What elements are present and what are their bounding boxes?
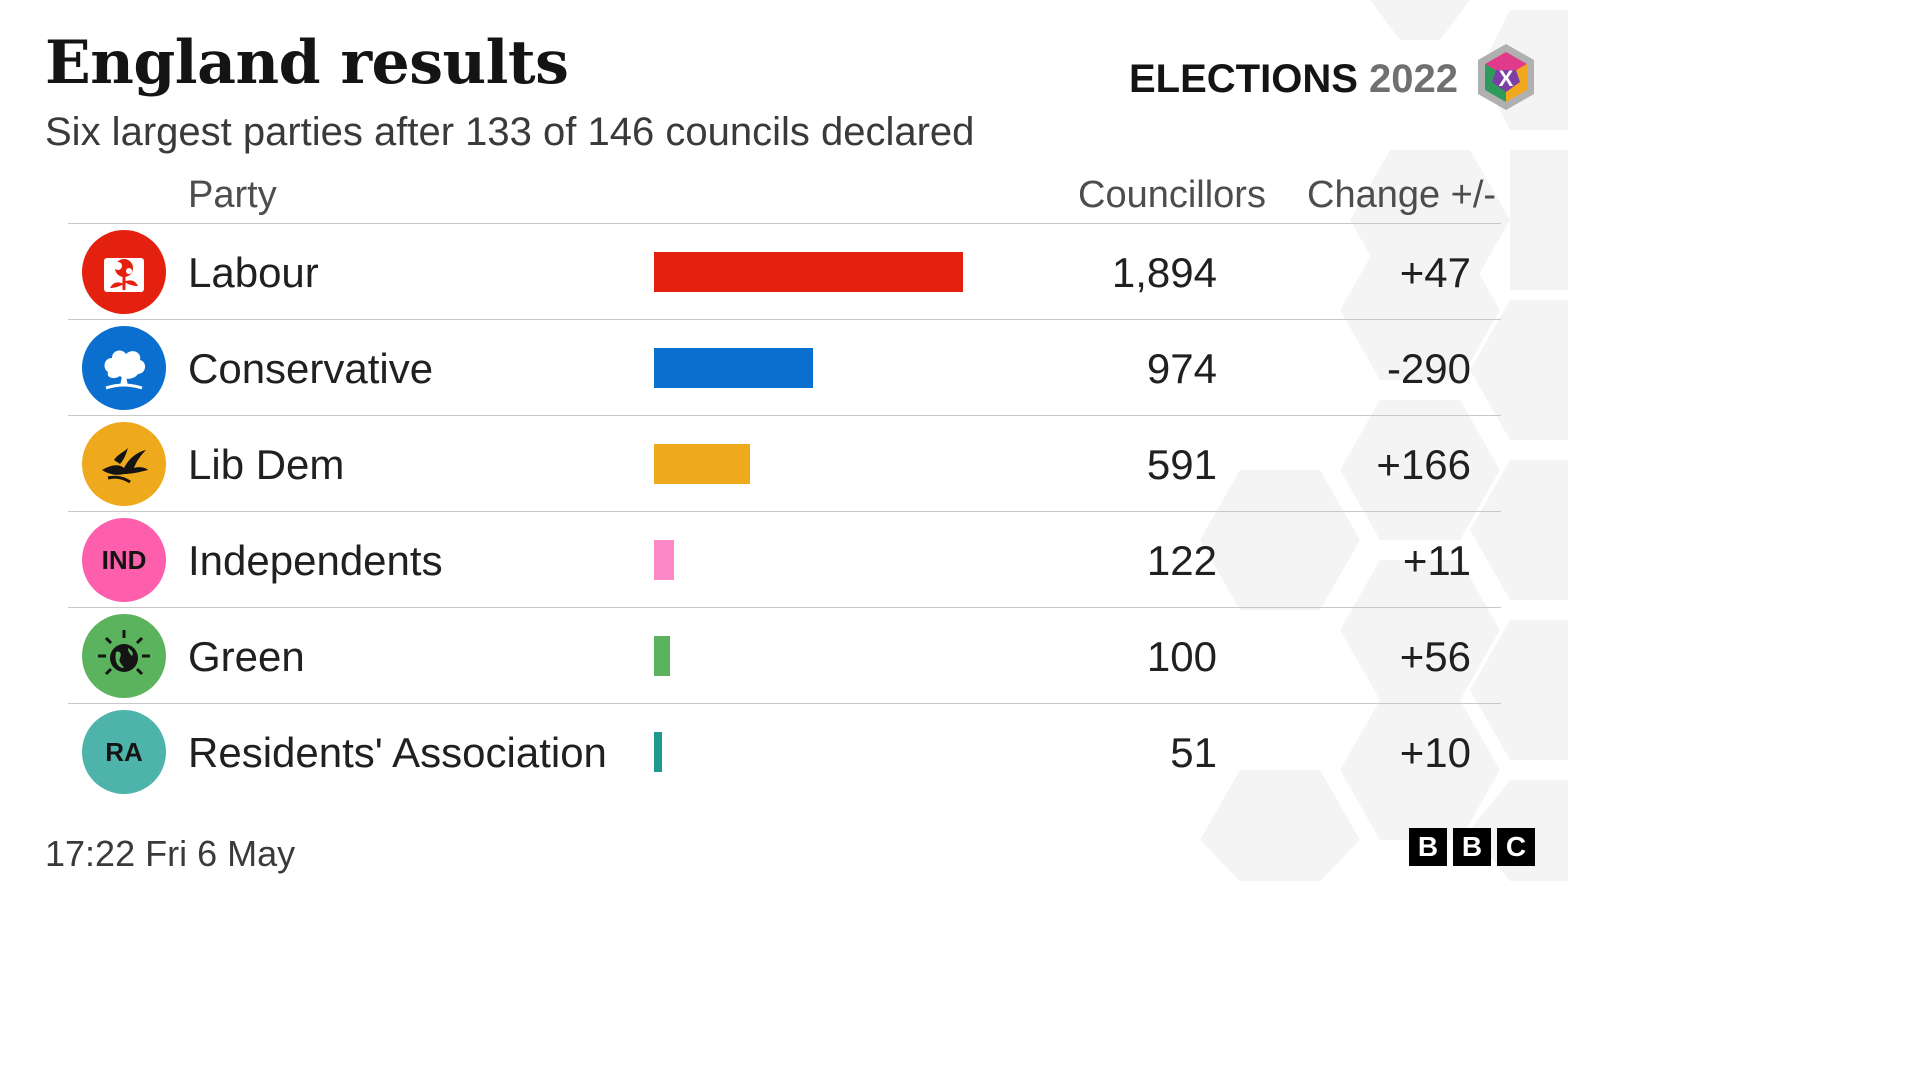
- table-row: Lib Dem 591 +166: [68, 416, 1501, 512]
- table-row: IND Independents 122 +11: [68, 512, 1501, 608]
- chart-subtitle: Six largest parties after 133 of 146 cou…: [45, 110, 975, 154]
- chart-title: England results: [45, 28, 569, 98]
- rose-icon: [104, 258, 144, 292]
- change-value: +11: [1402, 537, 1471, 584]
- table-row: Labour 1,894 +47: [68, 224, 1501, 320]
- elections-brand: ELECTIONS 2022: [1129, 55, 1458, 103]
- party-name: Green: [188, 633, 305, 680]
- councillors-value: 974: [1146, 345, 1217, 392]
- party-name: Lib Dem: [188, 441, 345, 488]
- row-divider: [68, 319, 1501, 320]
- change-value: +10: [1399, 729, 1471, 776]
- earth-icon: [98, 630, 150, 676]
- green-logo: [82, 614, 166, 698]
- party-name: Conservative: [188, 345, 434, 392]
- residents-association-logo: RA: [82, 710, 166, 794]
- councillors-value: 51: [1170, 729, 1217, 776]
- column-header-councillors: Councillors: [1078, 174, 1266, 216]
- oak-tree-icon: [104, 350, 146, 390]
- bar-conservative: [654, 348, 813, 388]
- change-value: -290: [1386, 345, 1471, 392]
- councillors-value: 591: [1146, 441, 1217, 488]
- residents-association-logo-text: RA: [105, 736, 143, 767]
- bird-icon: [102, 448, 148, 484]
- brand-word: ELECTIONS: [1128, 57, 1358, 101]
- table-row: Green 100 +56: [68, 608, 1501, 704]
- row-divider: [68, 415, 1501, 416]
- bar-labour: [654, 252, 963, 292]
- independents-logo: IND: [82, 518, 166, 602]
- labour-logo: [82, 230, 166, 314]
- change-value: +47: [1399, 249, 1471, 296]
- bar-residents-association: [654, 732, 662, 772]
- councillors-value: 1,894: [1111, 249, 1217, 296]
- bbc-letter: C: [1497, 828, 1535, 866]
- row-divider: [68, 511, 1501, 512]
- bar-green: [654, 636, 670, 676]
- badge-mark: X: [1499, 66, 1514, 91]
- party-name: Residents' Association: [188, 729, 607, 776]
- column-header-party: Party: [188, 174, 277, 216]
- bar-independents: [654, 540, 674, 580]
- header-divider: [68, 223, 1501, 224]
- councillors-value: 100: [1146, 633, 1217, 680]
- timestamp: 17:22 Fri 6 May: [45, 833, 296, 874]
- hexagon-background-pattern: [1200, 0, 1568, 881]
- elections-cube-icon: X: [1478, 44, 1534, 110]
- bbc-letter: B: [1409, 828, 1447, 866]
- party-name: Independents: [188, 537, 443, 584]
- column-header-change: Change +/-: [1307, 174, 1497, 216]
- conservative-logo: [82, 326, 166, 410]
- councillors-value: 122: [1146, 537, 1217, 584]
- brand-year: 2022: [1369, 57, 1458, 101]
- bbc-letter: B: [1453, 828, 1491, 866]
- independents-logo-text: IND: [101, 544, 147, 575]
- table-row: RA Residents' Association 51 +10: [68, 704, 1501, 800]
- row-divider: [68, 703, 1501, 704]
- table-row: Conservative 974 -290: [68, 320, 1501, 416]
- party-name: Labour: [188, 249, 319, 296]
- libdem-logo: [82, 422, 166, 506]
- bbc-logo: B B C: [1409, 828, 1535, 866]
- row-divider: [68, 607, 1501, 608]
- bar-libdem: [654, 444, 750, 484]
- change-value: +166: [1376, 441, 1471, 488]
- change-value: +56: [1399, 633, 1471, 680]
